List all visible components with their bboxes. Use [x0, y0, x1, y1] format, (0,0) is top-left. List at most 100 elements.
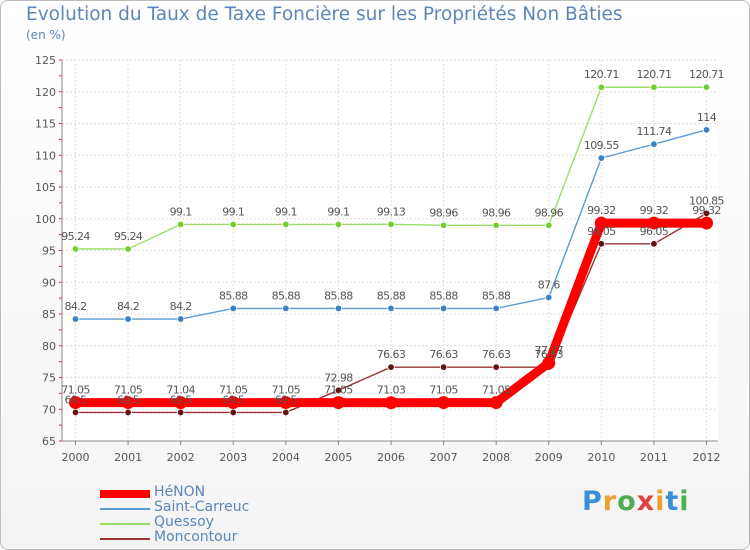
data-label-moncontour: 100.85 [689, 194, 724, 207]
y-tick-label: 70 [42, 403, 56, 416]
data-label-h-non: 71.05 [482, 384, 511, 397]
point-saint-carreuc [387, 304, 395, 313]
data-label-moncontour: 69.5 [117, 393, 140, 406]
data-label-h-non: 99.32 [692, 204, 721, 217]
y-tick-label: 120 [35, 86, 56, 99]
data-label-h-non: 71.05 [219, 384, 248, 397]
point-saint-carreuc [597, 154, 606, 162]
point-saint-carreuc [439, 304, 448, 313]
legend-swatch-henon [100, 490, 150, 498]
data-label-quessoy: 99.1 [275, 205, 297, 218]
data-label-saint-carreuc: 114 [697, 111, 717, 124]
x-tick-label: 2004 [272, 451, 300, 464]
y-tick-label: 105 [35, 181, 56, 194]
point-h-non [331, 396, 345, 410]
point-moncontour [439, 363, 448, 371]
legend-label-quessoy: Quessoy [154, 514, 214, 530]
data-label-h-non: 99.32 [587, 204, 616, 217]
point-saint-carreuc [334, 304, 343, 313]
point-quessoy [124, 245, 132, 253]
point-quessoy [282, 220, 290, 229]
legend-swatch-quessoy [100, 523, 150, 525]
x-tick-label: 2005 [324, 451, 352, 464]
data-label-saint-carreuc: 85.88 [377, 289, 406, 302]
y-tick-label: 115 [35, 118, 56, 131]
point-h-non [384, 396, 398, 410]
logo-letter: o [617, 486, 637, 517]
logo-letter: t [665, 486, 680, 517]
data-label-h-non: 71.05 [324, 384, 353, 397]
data-label-quessoy: 95.24 [61, 230, 90, 243]
data-label-moncontour: 69.5 [275, 393, 298, 406]
point-quessoy [176, 220, 185, 229]
point-saint-carreuc [176, 315, 185, 323]
point-moncontour [334, 386, 343, 395]
legend-label-saint-carreuc: Saint-Carreuc [154, 499, 250, 515]
data-label-quessoy: 99.13 [377, 205, 406, 218]
data-label-moncontour: 76.63 [429, 348, 458, 361]
point-moncontour [176, 408, 185, 417]
y-tick-label: 125 [35, 54, 56, 67]
data-label-quessoy: 120.71 [689, 68, 724, 81]
point-h-non [489, 396, 503, 410]
legend-label-moncontour: Moncontour [154, 529, 238, 545]
data-label-saint-carreuc: 85.88 [272, 289, 301, 302]
logo-letter: i [655, 486, 666, 517]
point-moncontour [650, 240, 658, 248]
legend-label-henon: HéNON [154, 484, 206, 500]
x-tick-label: 2002 [167, 451, 195, 464]
point-h-non [700, 216, 713, 230]
data-label-quessoy: 99.1 [327, 205, 349, 218]
x-tick-label: 2007 [430, 451, 458, 464]
point-saint-carreuc [229, 304, 237, 313]
data-label-quessoy: 99.1 [222, 205, 244, 218]
data-label-moncontour: 76.63 [377, 348, 406, 361]
point-quessoy [229, 220, 237, 229]
data-label-quessoy: 120.71 [636, 68, 671, 81]
data-label-quessoy: 98.96 [429, 206, 458, 219]
logo-letter: x [636, 486, 656, 517]
x-tick-label: 2011 [640, 451, 668, 464]
data-label-moncontour: 69.5 [64, 393, 87, 406]
data-label-saint-carreuc: 111.74 [636, 125, 671, 138]
data-label-saint-carreuc: 85.88 [219, 289, 248, 302]
point-quessoy [597, 83, 606, 91]
y-tick-label: 80 [42, 340, 56, 353]
data-label-quessoy: 98.96 [535, 206, 564, 219]
data-label-h-non: 71.03 [377, 384, 406, 397]
data-label-quessoy: 95.24 [114, 230, 143, 243]
y-tick-label: 90 [42, 276, 56, 289]
point-h-non [226, 396, 240, 410]
point-h-non [542, 356, 556, 370]
point-saint-carreuc [71, 315, 80, 323]
data-label-h-non: 99.32 [640, 204, 669, 217]
x-tick-label: 2000 [62, 451, 90, 464]
point-saint-carreuc [124, 315, 132, 323]
point-moncontour [71, 408, 80, 417]
point-quessoy [702, 83, 711, 91]
legend-swatch-moncontour [100, 538, 150, 540]
point-quessoy [334, 220, 343, 229]
point-h-non [437, 396, 451, 410]
point-saint-carreuc [492, 304, 500, 313]
point-h-non [121, 396, 135, 410]
y-tick-label: 110 [35, 149, 56, 162]
legend-item-henon: HéNON [100, 484, 320, 501]
data-label-saint-carreuc: 84.2 [64, 300, 86, 313]
legend-item-quessoy: Quessoy [100, 514, 320, 531]
x-tick-label: 2012 [693, 451, 721, 464]
data-label-moncontour: 72.98 [324, 371, 353, 384]
point-h-non [594, 216, 608, 230]
legend-swatch-saint-carreuc [100, 508, 150, 510]
point-moncontour [229, 408, 237, 417]
data-label-moncontour: 69.5 [222, 393, 245, 406]
y-tick-label: 85 [42, 308, 56, 321]
point-moncontour [124, 408, 132, 417]
point-quessoy [439, 221, 448, 230]
point-moncontour [387, 363, 395, 371]
data-label-saint-carreuc: 85.88 [482, 289, 511, 302]
data-label-quessoy: 99.1 [170, 205, 192, 218]
y-tick-label: 95 [42, 245, 56, 258]
legend-item-moncontour: Moncontour [100, 529, 320, 546]
point-quessoy [650, 83, 658, 91]
